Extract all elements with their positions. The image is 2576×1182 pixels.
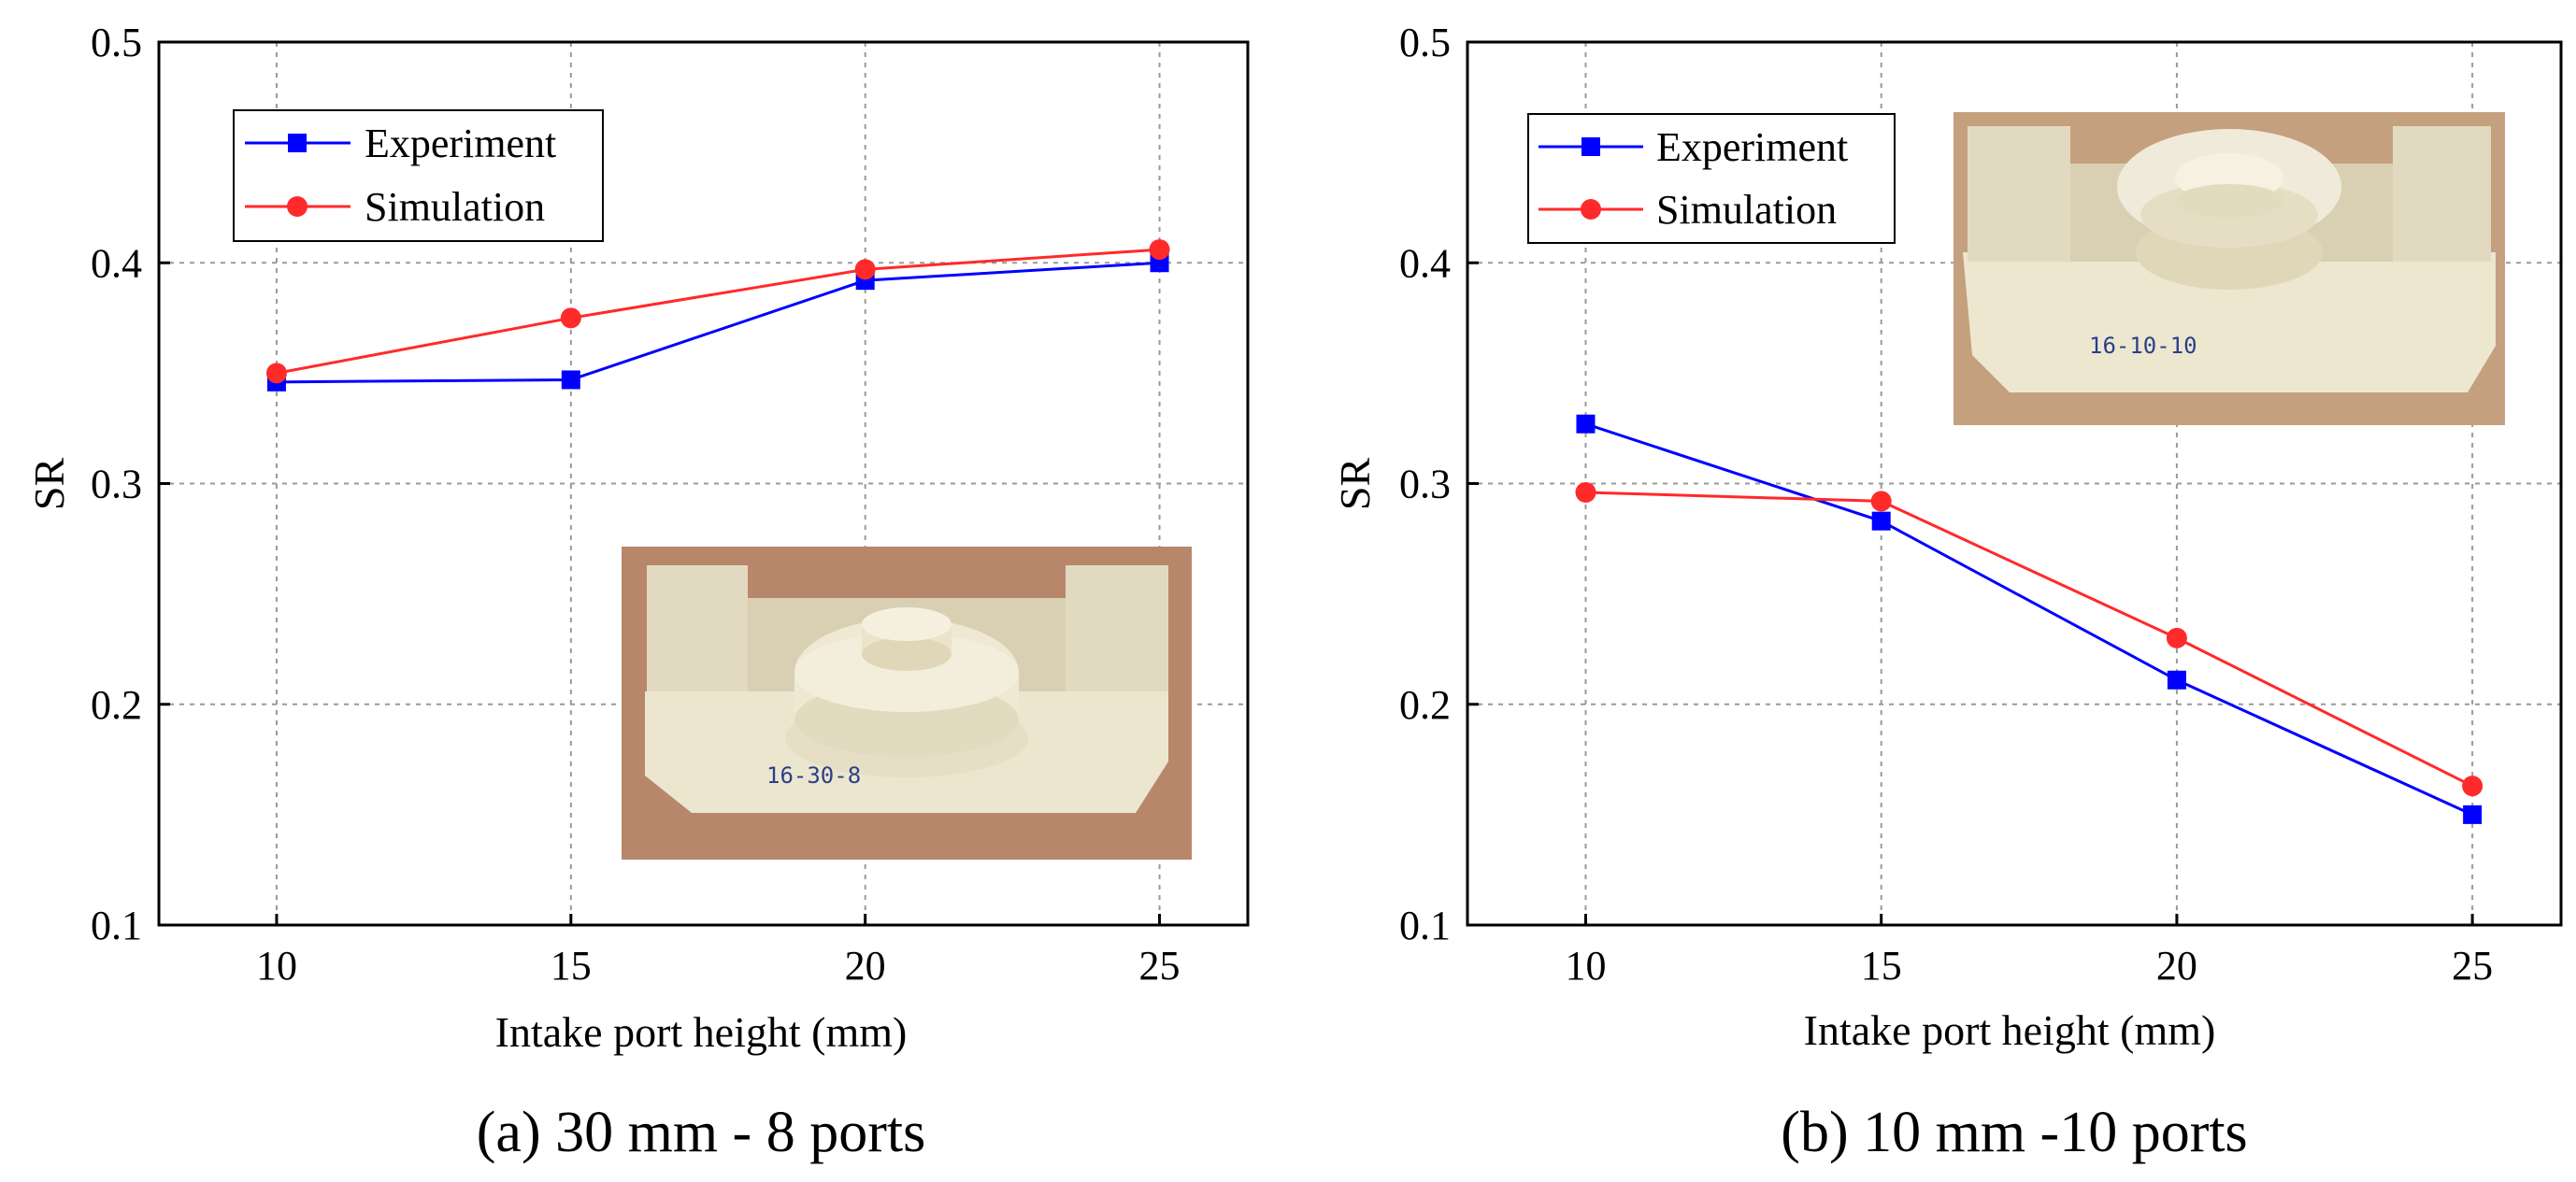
panel-b-experiment-point	[1871, 511, 1891, 531]
panel-b-x-tick-label: 25	[2452, 943, 2493, 989]
panel-b-simulation-point	[2462, 776, 2483, 797]
panel-b-x-tick-label: 20	[2156, 943, 2197, 989]
panel-b-legend-experiment-label: Experiment	[1656, 124, 1848, 170]
panel-a-x-tick-label: 15	[551, 943, 592, 989]
panel-a: 16-30-8 10 15 20 25 0.1 0.2 0.3 0.4 0.5 Experime…	[25, 20, 1250, 1164]
panel-a-simulation-point	[854, 259, 876, 280]
panel-a-legend-simulation-marker	[287, 196, 308, 217]
panel-a-ticks: 10 15 20 25 0.1 0.2 0.3 0.4 0.5	[91, 20, 1181, 989]
panel-a-x-tick-label: 20	[845, 943, 886, 989]
panel-a-legend-box	[233, 109, 604, 242]
panel-b-x-tick-label: 10	[1565, 943, 1606, 989]
panel-b-y-axis-title: SR	[1331, 458, 1379, 511]
panel-b-ticks: 10 15 20 25 0.1 0.2 0.3 0.4 0.5	[1399, 20, 2493, 989]
panel-a-inset-photo: 16-30-8	[622, 547, 1192, 860]
panel-a-y-tick-label: 0.1	[91, 903, 142, 948]
panel-b-simulation-point	[2166, 627, 2187, 648]
panel-b-inset-photo: 16-10-10	[1953, 112, 2505, 425]
panel-a-simulation-line	[276, 248, 1160, 375]
panel-a-caption: (a) 30 mm - 8 ports	[477, 1101, 925, 1164]
panel-a-y-tick-label: 0.4	[91, 240, 142, 286]
panel-b-legend: Experiment Simulation	[1527, 113, 1896, 244]
panel-b-x-tick-label: 15	[1861, 943, 1902, 989]
panel-a-lines	[276, 248, 1160, 384]
panel-a-legend-experiment-label: Experiment	[365, 121, 556, 166]
panel-b-markers	[1575, 414, 2483, 824]
panel-a-y-axis-title: SR	[25, 458, 73, 511]
panel-b-y-tick-label: 0.5	[1399, 20, 1451, 65]
panel-b-simulation-line	[1585, 491, 2473, 788]
panel-a-x-axis-title: Intake port height (mm)	[495, 1008, 908, 1056]
panel-a-y-tick-label: 0.5	[91, 20, 142, 65]
panel-b: 16-10-10 10 15 20 25 0.1 0.2 0.3 0.4 0.5 Experim…	[1331, 20, 2563, 1164]
panel-a-legend: Experiment Simulation	[233, 109, 604, 242]
panel-b-legend-box	[1527, 113, 1896, 244]
panel-b-inset-label: 16-10-10	[2089, 333, 2197, 359]
panel-a-y-tick-label: 0.3	[91, 462, 142, 507]
panel-b-lines	[1585, 422, 2473, 817]
panel-a-experiment-line	[276, 261, 1160, 384]
panel-a-simulation-point	[560, 307, 581, 329]
panel-b-y-tick-label: 0.1	[1399, 903, 1451, 948]
panel-b-caption: (b) 10 mm -10 ports	[1781, 1101, 2247, 1164]
panel-b-legend-experiment-marker	[1581, 137, 1600, 156]
panel-b-y-tick-label: 0.3	[1399, 462, 1451, 507]
panel-a-legend-experiment-marker	[288, 134, 307, 152]
panel-b-experiment-line	[1585, 422, 2473, 817]
panel-b-experiment-point	[2463, 805, 2483, 824]
panel-a-simulation-point	[1149, 239, 1170, 261]
panel-a-y-tick-label: 0.2	[91, 682, 142, 728]
panel-b-experiment-point	[2167, 670, 2186, 690]
panel-b-simulation-point	[1575, 481, 1596, 503]
panel-b-y-tick-label: 0.2	[1399, 682, 1451, 728]
panel-b-legend-simulation-marker	[1581, 199, 1601, 220]
panel-a-legend-simulation-label: Simulation	[365, 184, 545, 230]
panel-a-x-tick-label: 25	[1139, 943, 1181, 989]
panel-b-x-axis-title: Intake port height (mm)	[1804, 1006, 2216, 1054]
panel-a-experiment-point	[561, 370, 580, 390]
panel-b-experiment-point	[1576, 414, 1596, 434]
panel-a-inset-label: 16-30-8	[766, 762, 861, 789]
panel-a-markers	[265, 239, 1170, 392]
panel-a-simulation-point	[265, 363, 287, 384]
panel-b-y-tick-label: 0.4	[1399, 240, 1451, 286]
panel-b-simulation-point	[1870, 491, 1892, 512]
panel-b-legend-simulation-label: Simulation	[1656, 187, 1837, 233]
panel-a-x-tick-label: 10	[256, 943, 297, 989]
